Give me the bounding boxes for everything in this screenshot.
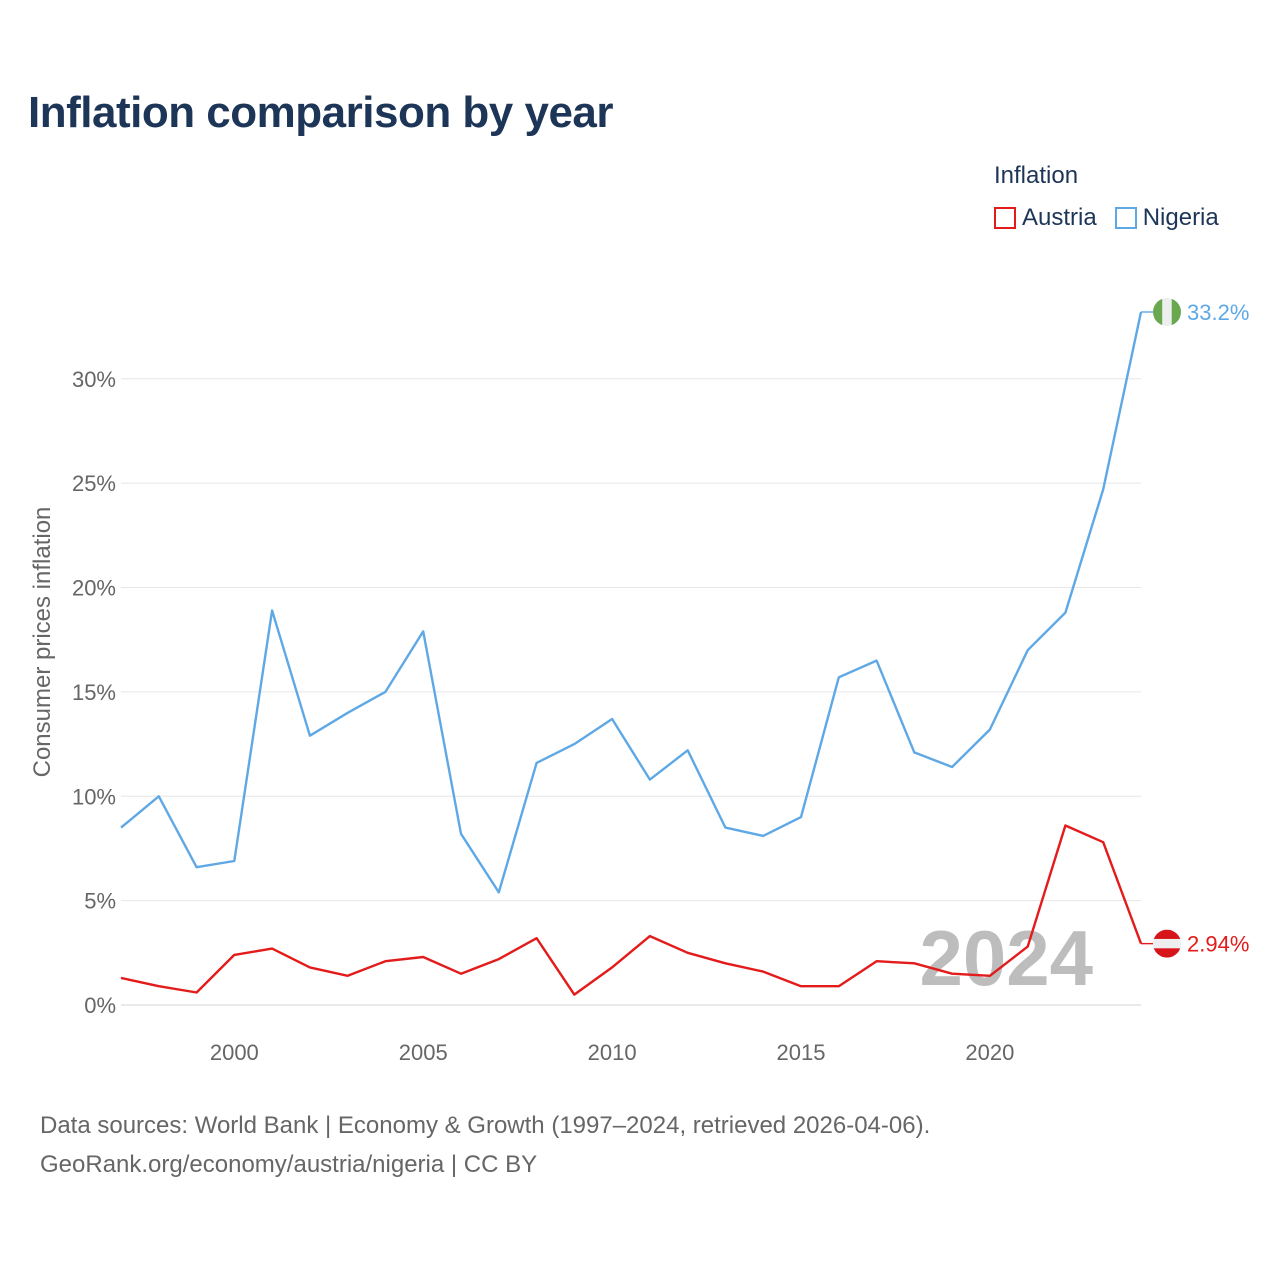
end-markers [1141,298,1181,958]
end-label-austria: 2.94% [1187,932,1249,957]
x-tick-label: 2005 [399,1040,448,1065]
legend-swatch-austria [994,207,1016,229]
series-line-austria [120,824,1143,996]
x-tick-label: 2015 [777,1040,826,1065]
x-tick-label: 2020 [965,1040,1014,1065]
legend-label-austria: Austria [1022,204,1097,231]
y-tick-label: 20% [72,576,116,601]
x-tick-labels: 2000 2005 2010 2015 2020 [210,1040,1015,1065]
y-tick-label: 15% [72,680,116,705]
series-line-nigeria [120,311,1143,894]
line-chart: 0% 5% 10% 15% 20% 25% 30% 2000 2005 2010 2015 2020… [29,298,1249,1065]
footer: Data sources: World Bank | Economy & Gro… [40,1106,930,1184]
grid-lines [121,378,1141,1006]
y-tick-label: 0% [84,993,116,1018]
year-watermark: 2024 [919,914,1093,1002]
series-lines [120,311,1143,996]
footer-source: Data sources: World Bank | Economy & Gro… [40,1112,931,1139]
legend-title: Inflation [994,162,1079,189]
legend-label-nigeria: Nigeria [1142,204,1219,231]
legend: Austria Nigeria [994,204,1219,232]
nigeria-flag-icon [1153,298,1181,326]
y-tick-label: 30% [72,367,116,392]
x-tick-label: 2000 [210,1040,259,1065]
y-tick-label: 10% [72,784,116,809]
footer-link[interactable]: GeoRank.org/economy/austria/nigeria | CC… [40,1151,538,1178]
legend-swatch-nigeria [1114,207,1137,229]
y-axis-label: Consumer prices inflation [29,507,56,778]
chart-title: Inflation comparison by year [28,88,614,137]
y-tick-labels: 0% 5% 10% 15% 20% 25% 30% [72,367,116,1018]
legend-item-austria[interactable]: Austria [994,204,1097,232]
y-tick-label: 5% [84,889,116,914]
y-tick-label: 25% [72,471,116,496]
x-tick-label: 2010 [588,1040,637,1065]
austria-flag-icon [1153,929,1181,958]
end-label-nigeria: 33.2% [1187,300,1249,325]
end-labels: 2.94% 33.2% [1187,300,1249,957]
legend-item-nigeria[interactable]: Nigeria [1114,204,1219,232]
